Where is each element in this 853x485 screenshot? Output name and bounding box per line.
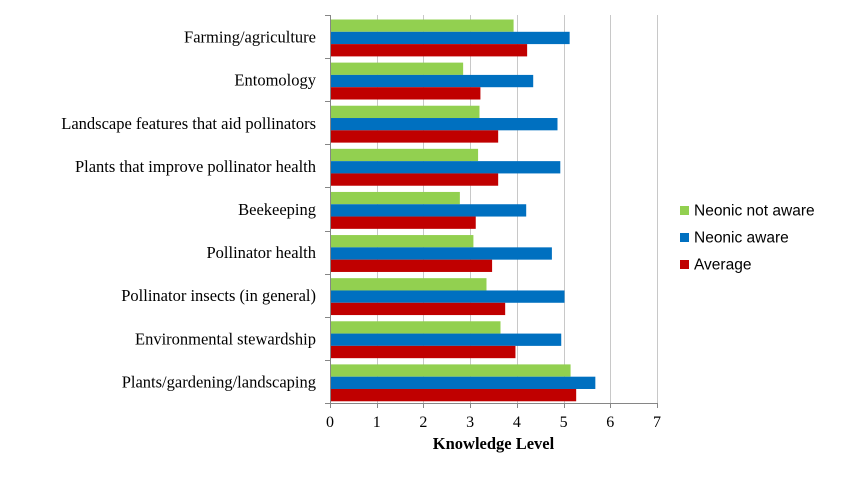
legend-swatch (680, 233, 689, 242)
legend-label: Neonic not aware (694, 203, 815, 220)
legend-label: Average (694, 257, 751, 274)
bar (330, 44, 528, 57)
bar (330, 302, 506, 316)
category-label: Environmental stewardship (135, 329, 316, 348)
category-label: Entomology (234, 71, 316, 90)
bar (330, 388, 577, 402)
bar (330, 235, 474, 248)
x-tick-label: 7 (653, 414, 661, 431)
bar (330, 118, 558, 131)
bar (330, 321, 501, 334)
bar (330, 345, 516, 359)
bar (330, 290, 565, 303)
category-label: Pollinator insects (in general) (121, 286, 316, 305)
bar (330, 148, 479, 162)
bar (330, 333, 562, 346)
x-tick-label: 4 (513, 414, 521, 431)
bar (330, 74, 534, 88)
bar (330, 19, 514, 32)
bar (330, 376, 596, 389)
bar (330, 216, 476, 229)
bar (330, 364, 571, 377)
x-tick-label: 6 (606, 414, 614, 431)
bar (330, 130, 499, 143)
x-tick-label: 2 (419, 414, 427, 431)
bar (330, 161, 561, 174)
bar (330, 247, 552, 260)
x-tick-label: 5 (560, 414, 568, 431)
category-label: Beekeeping (238, 200, 316, 219)
x-tick-label: 1 (373, 414, 381, 431)
category-label: Plants that improve pollinator health (75, 157, 317, 176)
legend-label: Neonic aware (694, 230, 789, 247)
bar (330, 105, 480, 119)
bar (330, 62, 464, 75)
category-label: Plants/gardening/landscaping (122, 372, 316, 391)
category-label: Farming/agriculture (184, 28, 316, 47)
bar (330, 87, 481, 100)
bar (330, 31, 570, 45)
x-tick-label: 3 (466, 414, 474, 431)
legend-swatch (680, 206, 689, 215)
x-tick-label: 0 (326, 414, 334, 431)
bar (330, 259, 493, 272)
bar (330, 204, 527, 217)
category-label: Landscape features that aid pollinators (61, 114, 316, 133)
bar (330, 278, 487, 291)
x-axis-title: Knowledge Level (433, 434, 555, 453)
category-label: Pollinator health (206, 243, 316, 262)
bar (330, 173, 499, 186)
bar (330, 191, 460, 205)
legend-swatch (680, 260, 689, 269)
